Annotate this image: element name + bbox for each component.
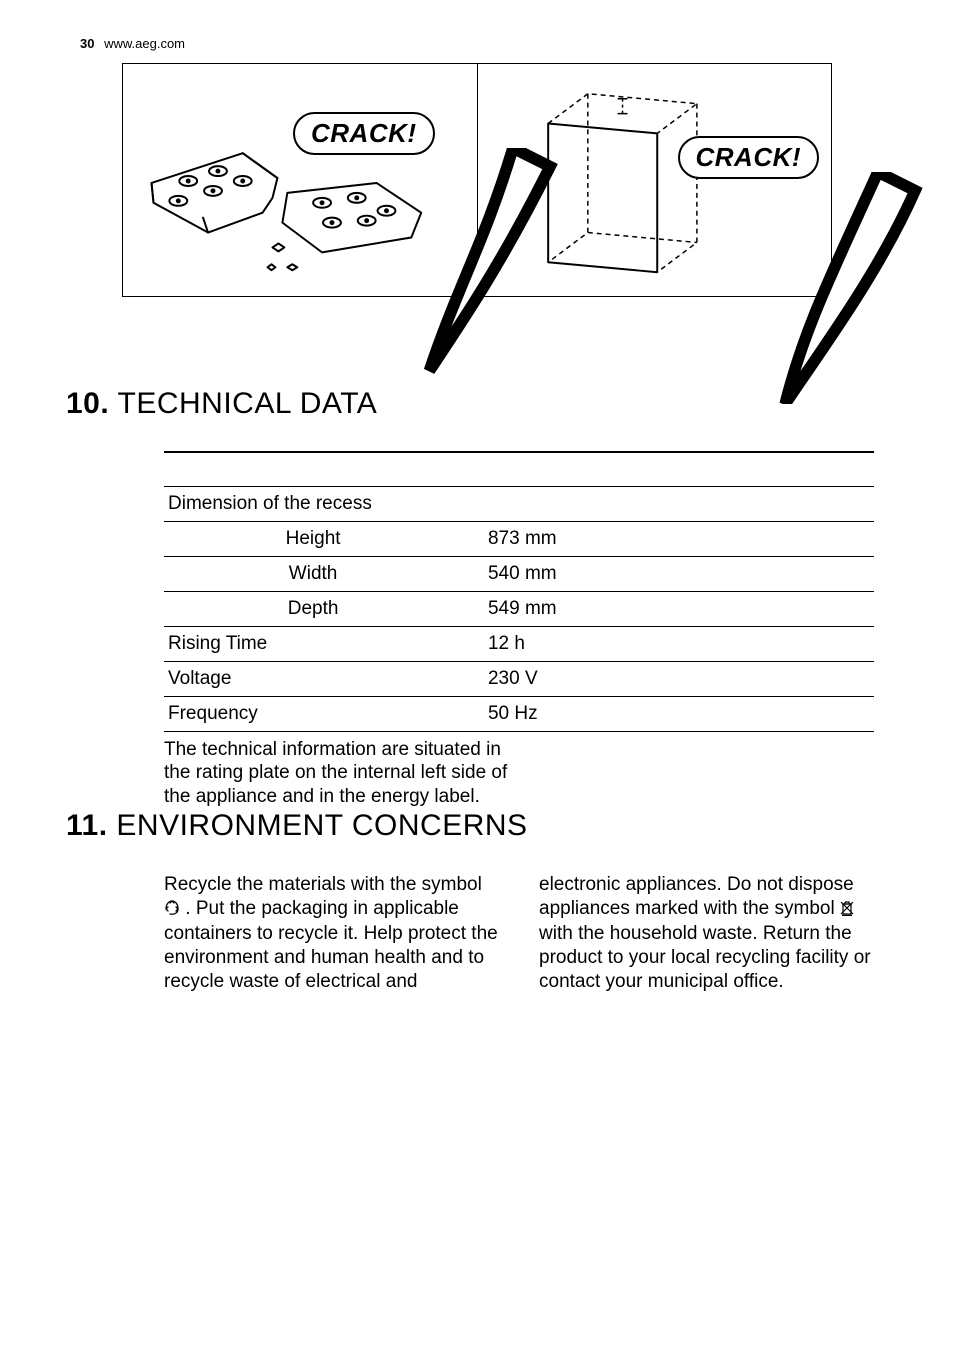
row-label: Height xyxy=(178,521,448,556)
row-value: 12 h xyxy=(448,626,874,661)
illustration-left: CRACK! xyxy=(123,64,478,296)
recycle-icon xyxy=(164,899,180,923)
page-header: 30 www.aeg.com xyxy=(80,36,874,51)
technical-data-table: Dimension of the recess Height 873 mm Wi… xyxy=(164,451,874,732)
section-10-title: TECHNICAL DATA xyxy=(118,387,378,420)
table-group-label: Dimension of the recess xyxy=(164,486,874,521)
row-value: 873 mm xyxy=(448,521,874,556)
table-row: Width 540 mm xyxy=(164,556,874,591)
technical-note: The technical information are situated i… xyxy=(164,738,514,809)
table-group-row: Dimension of the recess xyxy=(164,486,874,521)
table-spacer-row xyxy=(164,452,874,486)
row-label: Frequency xyxy=(164,696,448,731)
speech-tail-icon xyxy=(678,172,954,404)
row-label: Rising Time xyxy=(164,626,448,661)
row-value: 549 mm xyxy=(448,591,874,626)
environment-text: Recycle the materials with the symbol . … xyxy=(164,873,874,994)
row-label: Voltage xyxy=(164,661,448,696)
row-value: 50 Hz xyxy=(448,696,874,731)
crossed-bin-icon xyxy=(840,899,854,923)
section-11-heading: 11. ENVIRONMENT CONCERNS xyxy=(66,809,874,843)
row-value: 540 mm xyxy=(448,556,874,591)
table-row: Depth 549 mm xyxy=(164,591,874,626)
page-number: 30 xyxy=(80,36,94,51)
section-11-title: ENVIRONMENT CONCERNS xyxy=(116,809,527,842)
row-label: Depth xyxy=(178,591,448,626)
env-text-part3: with the household waste. Return the pro… xyxy=(539,923,871,992)
table-row: Voltage 230 V xyxy=(164,661,874,696)
site-url: www.aeg.com xyxy=(104,36,185,51)
table-row: Frequency 50 Hz xyxy=(164,696,874,731)
page: 30 www.aeg.com xyxy=(0,0,954,1352)
row-label: Width xyxy=(178,556,448,591)
table-row: Height 873 mm xyxy=(164,521,874,556)
section-10-number: 10. xyxy=(66,387,109,420)
row-value: 230 V xyxy=(448,661,874,696)
illustration-panel: CRACK! xyxy=(122,63,832,297)
table-row: Rising Time 12 h xyxy=(164,626,874,661)
illustration-right: CRACK! xyxy=(478,64,832,296)
env-text-part1: Recycle the materials with the symbol xyxy=(164,874,482,895)
section-11-number: 11. xyxy=(66,809,108,842)
